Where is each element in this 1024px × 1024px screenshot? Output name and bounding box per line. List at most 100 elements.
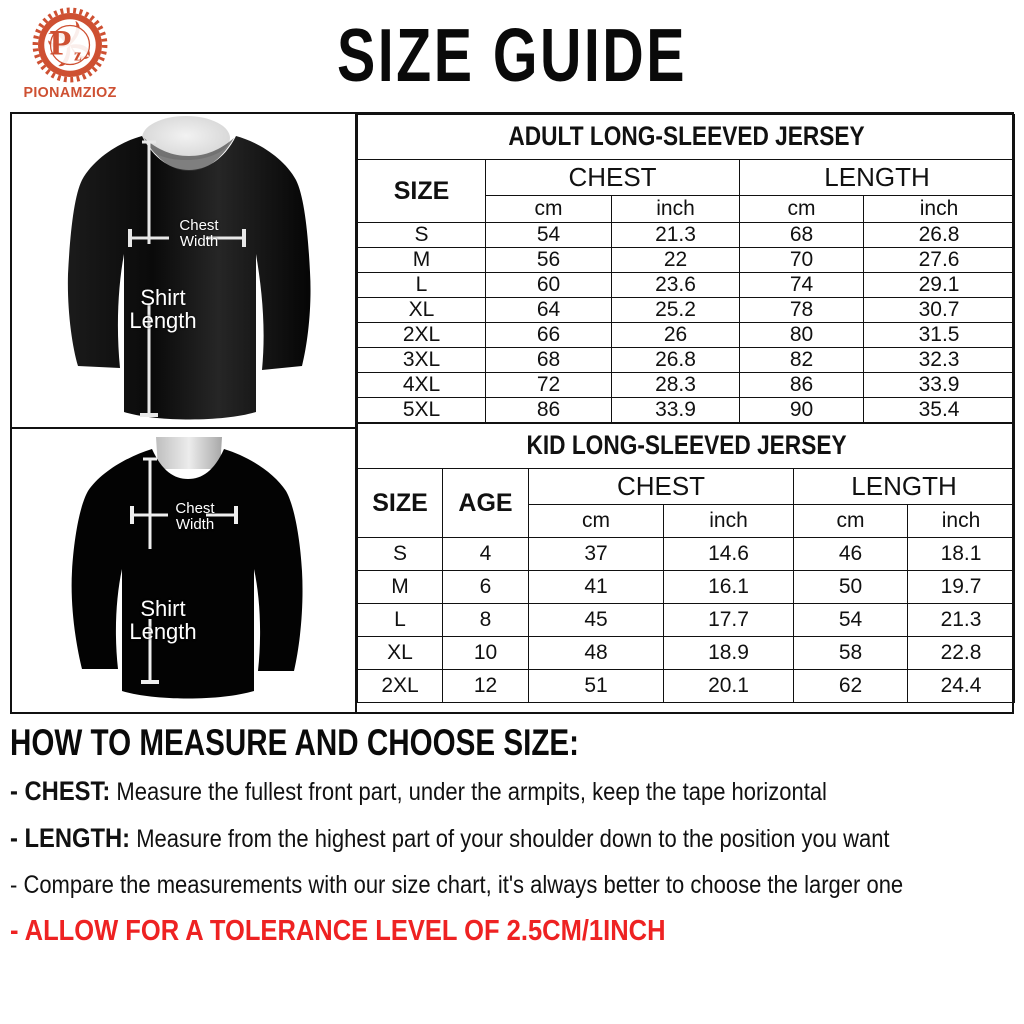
brand-name: PIONAMZIOZ [23,84,117,101]
sprocket-gear-icon: P z [32,7,108,83]
cell-chest-cm: 54 [485,222,612,248]
cell-length-cm: 46 [793,537,908,571]
cell-chest-cm: 72 [485,372,612,398]
cell-size: M [357,570,443,604]
instruction-chest-lead: - CHEST: [10,776,111,806]
size-chart-block: Chest Width Shirt Length [10,112,1016,714]
illustration-column: Chest Width Shirt Length [12,114,355,712]
instructions-section: HOW TO MEASURE AND CHOOSE SIZE: - CHEST:… [10,722,1014,962]
kid-header-length: LENGTH [792,468,1016,505]
cell-length-inch: 27.6 [862,247,1016,273]
kid-table-title-row: KID LONG-SLEEVED JERSEY [358,423,1015,469]
table-row: 2XL 66 26 80 31.5 [357,322,1016,348]
table-row: 3XL 68 26.8 82 32.3 [357,347,1016,373]
cell-length-inch: 31.5 [862,322,1016,348]
adult-group-header-row: SIZE CHEST LENGTH [357,159,1016,223]
cell-length-cm: 58 [793,636,908,670]
cell-chest-cm: 51 [528,669,664,703]
cell-age: 6 [442,570,529,604]
cell-chest-cm: 66 [485,322,612,348]
cell-chest-cm: 41 [528,570,664,604]
table-row: 2XL 12 51 20.1 62 24.4 [357,669,1016,703]
kid-header-chest: CHEST [528,468,794,505]
cell-chest-inch: 33.9 [611,397,740,423]
cell-length-cm: 54 [793,603,908,637]
adult-table-title: ADULT LONG-SLEEVED JERSEY [409,114,963,160]
cell-length-cm: 78 [739,297,864,323]
adult-table-title-row: ADULT LONG-SLEEVED JERSEY [358,114,1015,160]
instruction-chest: - CHEST: Measure the fullest front part,… [10,776,894,807]
cell-length-cm: 68 [739,222,864,248]
cell-size: 4XL [357,372,486,398]
cell-chest-inch: 28.3 [611,372,740,398]
cell-length-inch: 29.1 [862,272,1016,298]
adult-jersey-graphic [67,116,311,420]
cell-chest-inch: 17.7 [663,603,794,637]
cell-size: L [357,603,443,637]
adult-header-chest-inch: inch [611,195,740,223]
table-row: L 8 45 17.7 54 21.3 [357,603,1016,637]
cell-size: M [357,247,486,273]
cell-chest-inch: 16.1 [663,570,794,604]
cell-chest-inch: 18.9 [663,636,794,670]
cell-chest-inch: 26.8 [611,347,740,373]
cell-chest-cm: 45 [528,603,664,637]
kid-header-size: SIZE [357,468,443,538]
kid-size-table: KID LONG-SLEEVED JERSEY SIZE AGE CHEST L… [357,423,1016,703]
cell-length-inch: 21.3 [906,603,1016,637]
cell-chest-cm: 56 [485,247,612,273]
table-row: M 56 22 70 27.6 [357,247,1016,273]
instruction-length-text: Measure from the highest part of your sh… [130,825,890,853]
adult-jersey-illustration: Chest Width Shirt Length [12,114,355,429]
cell-chest-cm: 86 [485,397,612,423]
table-row: S 4 37 14.6 46 18.1 [357,537,1016,571]
cell-chest-inch: 23.6 [611,272,740,298]
cell-size: 3XL [357,347,486,373]
cell-length-cm: 82 [739,347,864,373]
cell-chest-inch: 14.6 [663,537,794,571]
cell-length-inch: 26.8 [862,222,1016,248]
adult-header-length-inch: inch [862,195,1016,223]
cell-chest-inch: 26 [611,322,740,348]
instruction-compare: - Compare the measurements with our size… [10,871,904,899]
cell-length-cm: 86 [739,372,864,398]
kid-table-title: KID LONG-SLEEVED JERSEY [409,423,963,469]
kid-group-header-row: SIZE AGE CHEST LENGTH [357,468,1016,538]
cell-length-inch: 30.7 [862,297,1016,323]
cell-length-inch: 32.3 [862,347,1016,373]
instruction-tolerance: - ALLOW FOR A TOLERANCE LEVEL OF 2.5CM/1… [10,915,666,947]
cell-length-cm: 50 [793,570,908,604]
table-row: S 54 21.3 68 26.8 [357,222,1016,248]
page-header: P z PIONAMZIOZ SIZE GUIDE [0,0,1024,110]
table-row: L 60 23.6 74 29.1 [357,272,1016,298]
cell-size: L [357,272,486,298]
table-row: 4XL 72 28.3 86 33.9 [357,372,1016,398]
instructions-heading: HOW TO MEASURE AND CHOOSE SIZE: [10,722,580,763]
cell-size: S [357,537,443,571]
cell-age: 8 [442,603,529,637]
kid-header-chest-cm: cm [528,504,664,538]
adult-header-length-cm: cm [739,195,864,223]
adult-size-table: ADULT LONG-SLEEVED JERSEY SIZE CHEST LEN… [357,114,1016,423]
instruction-length: - LENGTH: Measure from the highest part … [10,823,894,854]
adult-header-size: SIZE [357,159,486,223]
kid-header-chest-inch: inch [663,504,794,538]
cell-length-inch: 24.4 [906,669,1016,703]
logo-letter-z: z [74,46,82,65]
adult-unit-header-row: cm inch cm inch [358,195,1016,223]
logo-letter-p: P [50,22,72,62]
cell-size: S [357,222,486,248]
instruction-chest-text: Measure the fullest front part, under th… [110,778,827,806]
cell-size: XL [357,297,486,323]
page-title: SIZE GUIDE [337,12,687,97]
cell-length-inch: 33.9 [862,372,1016,398]
cell-size: 2XL [357,669,443,703]
tables-column: ADULT LONG-SLEEVED JERSEY SIZE CHEST LEN… [355,114,1016,712]
table-row: XL 10 48 18.9 58 22.8 [357,636,1016,670]
cell-size: 5XL [357,397,486,423]
cell-length-cm: 70 [739,247,864,273]
cell-chest-cm: 37 [528,537,664,571]
cell-length-cm: 80 [739,322,864,348]
cell-length-inch: 22.8 [906,636,1016,670]
